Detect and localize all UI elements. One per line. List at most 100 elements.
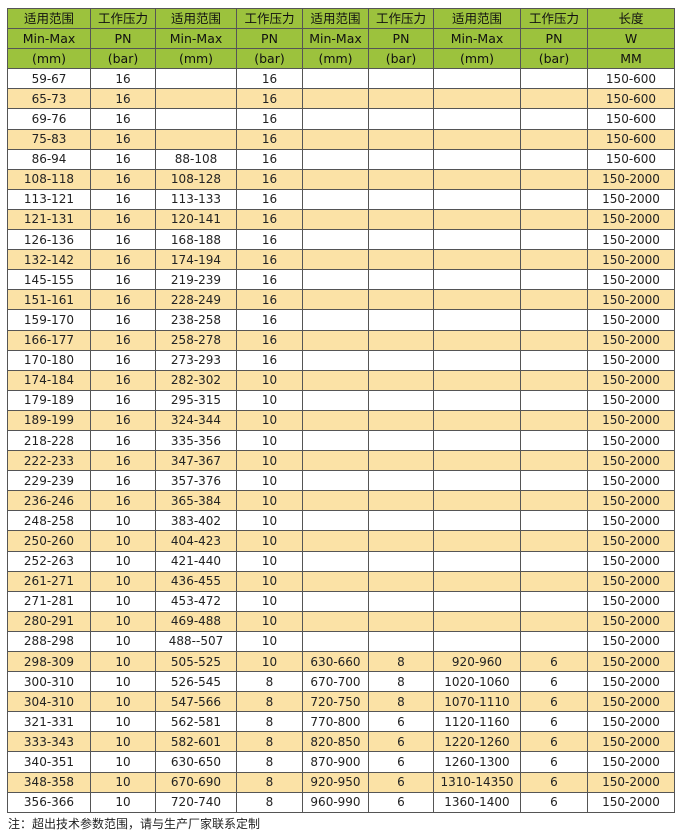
table-cell xyxy=(520,470,588,492)
table-cell: 150-2000 xyxy=(587,751,675,773)
table-cell: 69-76 xyxy=(7,108,91,130)
table-cell: 10 xyxy=(236,409,303,431)
table-cell: 150-2000 xyxy=(587,630,675,653)
table-cell: 10 xyxy=(236,470,303,492)
table-cell: 108-118 xyxy=(7,168,91,190)
table-cell: 8 xyxy=(368,691,434,713)
table-cell xyxy=(368,329,434,351)
table-cell: 150-2000 xyxy=(587,249,675,271)
table-cell: 340-351 xyxy=(7,751,91,773)
table-cell xyxy=(368,249,434,271)
header-cell: Min-Max xyxy=(155,28,237,50)
table-cell: 150-2000 xyxy=(587,389,675,411)
table-cell xyxy=(302,249,369,271)
table-cell: 10 xyxy=(236,630,303,653)
table-cell: 16 xyxy=(236,88,303,110)
table-cell xyxy=(368,590,434,612)
table-cell: 16 xyxy=(90,450,156,472)
table-cell: 151-161 xyxy=(7,289,91,311)
table-cell xyxy=(433,429,521,452)
table-cell xyxy=(368,490,434,512)
table-cell: 8 xyxy=(236,691,303,713)
table-cell xyxy=(302,88,369,110)
table-cell: 562-581 xyxy=(155,711,237,733)
table-cell xyxy=(302,409,369,431)
table-cell: 920-960 xyxy=(433,650,521,673)
table-cell xyxy=(433,490,521,512)
table-cell: 145-155 xyxy=(7,269,91,291)
table-cell: 250-260 xyxy=(7,530,91,552)
table-cell xyxy=(520,229,588,251)
header-cell: Min-Max xyxy=(433,28,521,50)
table-cell xyxy=(368,229,434,251)
table-cell: 383-402 xyxy=(155,510,237,532)
table-cell: 10 xyxy=(90,550,156,572)
header-cell: (mm) xyxy=(302,48,369,70)
table-row: 65-73 16 16 150-600 xyxy=(7,88,675,110)
header-cell: 工作压力 xyxy=(90,7,156,30)
table-cell: 16 xyxy=(90,429,156,452)
table-cell xyxy=(302,309,369,331)
table-cell: 16 xyxy=(236,269,303,291)
table-cell: 150-2000 xyxy=(587,610,675,632)
table-cell: 16 xyxy=(236,208,303,231)
table-cell: 150-2000 xyxy=(587,269,675,291)
table-cell: 113-121 xyxy=(7,188,91,210)
header-cell: PN xyxy=(520,28,588,50)
header-row: 适用范围 工作压力 适用范围 工作压力 适用范围 工作压力 适用范围 工作压力 长度 xyxy=(7,7,675,30)
table-row: 333-343 10 582-601 8 820-850 6 1220-1260 6 150-2… xyxy=(7,731,675,753)
table-cell: 298-309 xyxy=(7,650,91,673)
table-cell xyxy=(302,148,369,170)
table-cell: 150-2000 xyxy=(587,349,675,371)
table-row: 300-310 10 526-545 8 670-700 8 1020-1060 6 150-2… xyxy=(7,671,675,693)
table-cell xyxy=(368,530,434,552)
table-cell: 1070-1110 xyxy=(433,691,521,713)
table-cell: 150-2000 xyxy=(587,671,675,693)
table-cell xyxy=(520,148,588,170)
table-row: 252-263 10 421-440 10 150-2000 xyxy=(7,550,675,572)
table-cell: 150-600 xyxy=(587,88,675,110)
table-cell xyxy=(368,289,434,311)
table-cell xyxy=(433,530,521,552)
table-cell xyxy=(302,229,369,251)
table-cell: 10 xyxy=(90,630,156,653)
table-cell: 150-600 xyxy=(587,68,675,90)
table-cell: 10 xyxy=(90,510,156,532)
table-cell: 16 xyxy=(236,148,303,170)
table-row: 348-358 10 670-690 8 920-950 6 1310-14350 6 150-… xyxy=(7,771,675,793)
table-cell xyxy=(302,389,369,411)
table-cell: 179-189 xyxy=(7,389,91,411)
table-cell: 166-177 xyxy=(7,329,91,351)
table-row: 179-189 16 295-315 10 150-2000 xyxy=(7,389,675,411)
table-cell: 170-180 xyxy=(7,349,91,371)
table-cell: 150-2000 xyxy=(587,570,675,592)
header-cell: 适用范围 xyxy=(7,7,91,30)
table-cell: 150-2000 xyxy=(587,711,675,733)
table-cell: 6 xyxy=(368,751,434,773)
table-cell: 229-239 xyxy=(7,470,91,492)
table-cell: 6 xyxy=(520,671,588,693)
table-cell: 1260-1300 xyxy=(433,751,521,773)
table-cell xyxy=(433,148,521,170)
table-cell xyxy=(520,429,588,452)
table-cell: 8 xyxy=(236,671,303,693)
table-row: 321-331 10 562-581 8 770-800 6 1120-1160 6 150-2… xyxy=(7,711,675,733)
table-cell: 436-455 xyxy=(155,570,237,592)
table-cell xyxy=(302,68,369,90)
header-cell: PN xyxy=(90,28,156,50)
table-row: 174-184 16 282-302 10 150-2000 xyxy=(7,369,675,391)
table-cell: 150-600 xyxy=(587,128,675,150)
table-cell xyxy=(520,550,588,572)
table-cell: 10 xyxy=(90,650,156,673)
table-cell xyxy=(520,530,588,552)
table-cell: 280-291 xyxy=(7,610,91,632)
table-cell: 10 xyxy=(236,369,303,391)
table-cell: 770-800 xyxy=(302,711,369,733)
table-cell xyxy=(368,429,434,452)
header-row: (mm) (bar) (mm) (bar) (mm) (bar) (mm) (bar) MM xyxy=(7,48,675,70)
table-row: 75-83 16 16 150-600 xyxy=(7,128,675,150)
table-cell: 357-376 xyxy=(155,470,237,492)
table-cell: 150-2000 xyxy=(587,229,675,251)
spec-table: 适用范围 工作压力 适用范围 工作压力 适用范围 工作压力 适用范围 工作压力 长度 Min-Ma… xyxy=(7,7,675,813)
table-cell: 8 xyxy=(236,791,303,813)
